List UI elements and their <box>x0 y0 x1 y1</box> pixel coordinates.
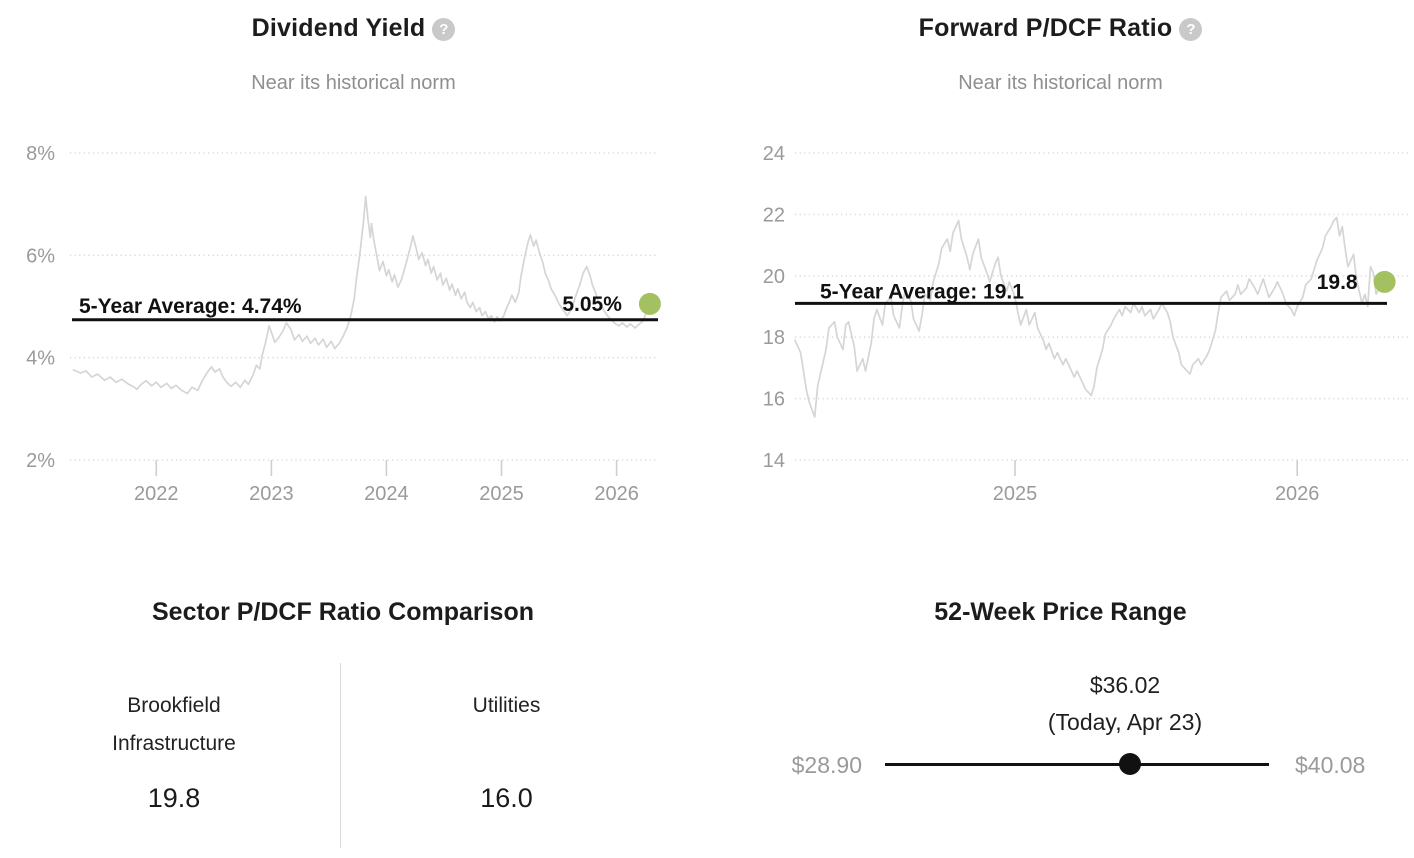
dividend-yield-title: Dividend Yield <box>251 14 426 42</box>
price-range-title: 52-Week Price Range <box>934 598 1187 626</box>
current-date-label: (Today, Apr 23) <box>1047 709 1203 735</box>
y-axis-label: 14 <box>763 450 785 472</box>
x-axis-label: 2025 <box>993 483 1038 505</box>
y-axis-label: 2% <box>26 450 55 472</box>
dividend-yield-subtitle: Near its historical norm <box>251 72 456 94</box>
y-axis-label: 6% <box>26 245 55 267</box>
y-axis-label: 24 <box>763 143 785 165</box>
x-axis-label: 2023 <box>249 483 294 505</box>
x-axis-label: 2024 <box>364 483 409 505</box>
current-value-dot <box>638 292 661 315</box>
y-axis-label: 22 <box>763 204 785 226</box>
help-icon[interactable]: ? <box>432 18 456 41</box>
pdcf-subtitle: Near its historical norm <box>958 72 1163 94</box>
comparison-company-label: Brookfield Infrastructure <box>112 694 236 755</box>
y-axis-label: 20 <box>763 266 785 288</box>
current-value-dot <box>1373 270 1396 293</box>
sector-comparison-title: Sector P/DCF Ratio Comparison <box>152 598 534 626</box>
comparison-sector-label: Utilities <box>472 694 541 717</box>
comparison-column-sector: Utilities 16.0 <box>340 663 672 848</box>
current-price-label: $36.02 <box>1089 672 1161 698</box>
x-axis-label: 2026 <box>594 483 639 505</box>
dividend-yield-header: Dividend Yield? <box>0 14 707 43</box>
current-price-marker <box>1118 753 1141 775</box>
current-value-label: 19.8 <box>1317 271 1358 294</box>
y-axis-label: 4% <box>26 348 55 370</box>
price-range-track <box>885 763 1269 766</box>
range-high-label: $40.08 <box>1295 752 1366 778</box>
average-label: 5-Year Average: 4.74% <box>79 295 302 318</box>
x-axis-label: 2026 <box>1275 483 1320 505</box>
sector-comparison-table: Brookfield Infrastructure 19.8 Utilities… <box>8 663 672 848</box>
range-low-label: $28.90 <box>791 752 862 778</box>
average-label: 5-Year Average: 19.1 <box>820 280 1024 303</box>
comparison-column-company: Brookfield Infrastructure 19.8 <box>8 663 340 848</box>
pdcf-chart: 14 16 18 20 22 24 2025 2026 5-Year Average: 19.1… <box>763 143 1410 505</box>
help-icon[interactable]: ? <box>1179 18 1203 41</box>
y-axis-label: 16 <box>763 389 785 411</box>
pdcf-title: Forward P/DCF Ratio <box>918 14 1173 42</box>
x-axis-label: 2022 <box>134 483 179 505</box>
dividend-yield-chart: 2% 4% 6% 8% 2022 2023 2024 2025 2026 5-Year Avera… <box>26 143 661 505</box>
y-axis-label: 18 <box>763 327 785 349</box>
y-axis-label: 8% <box>26 143 55 165</box>
current-value-label: 5.05% <box>562 293 622 316</box>
comparison-sector-value: 16.0 <box>480 783 533 813</box>
series-path <box>72 195 651 395</box>
pdcf-header: Forward P/DCF Ratio? <box>707 14 1414 43</box>
comparison-company-value: 19.8 <box>147 783 201 813</box>
series-path <box>794 216 1386 418</box>
x-axis-label: 2025 <box>479 483 524 505</box>
